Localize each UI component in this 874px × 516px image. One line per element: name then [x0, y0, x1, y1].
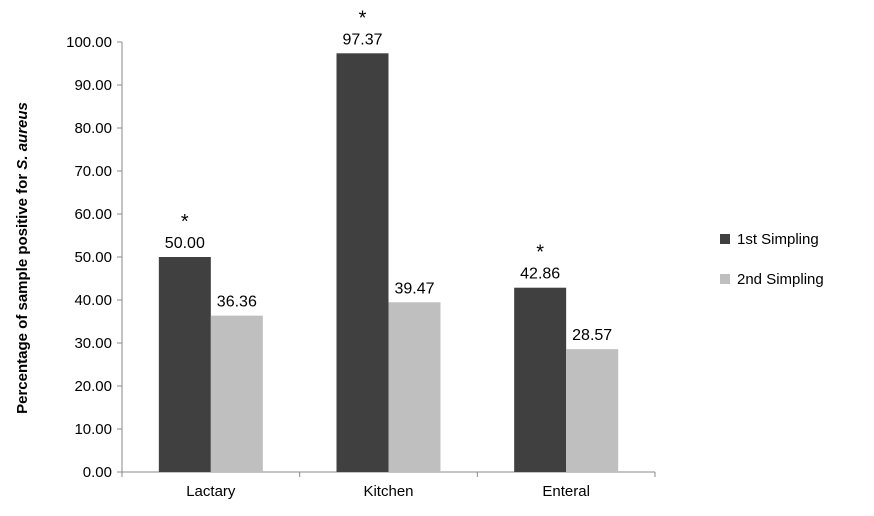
bars — [158, 53, 619, 473]
bar-value-label: 39.47 — [394, 280, 434, 297]
bar — [336, 53, 389, 473]
bar — [158, 257, 211, 472]
y-tick-label: 90.00 — [74, 77, 112, 94]
bar-value-label: 50.00 — [165, 235, 205, 252]
bar — [210, 315, 263, 472]
legend-label: 2nd Simpling — [737, 271, 824, 288]
legend-label: 1st Simpling — [737, 231, 819, 248]
bar-value-label: 42.86 — [520, 266, 560, 283]
y-tick-label: 30.00 — [74, 335, 112, 352]
legend-swatch — [720, 234, 730, 244]
significance-marker: * — [181, 211, 189, 233]
x-category-label: Kitchen — [363, 483, 413, 500]
y-axis-title: Percentage of sample positive for S. aur… — [14, 102, 31, 414]
significance-marker: * — [359, 7, 367, 29]
y-axis-title-species: S. aureus — [14, 102, 31, 170]
y-tick-label: 70.00 — [74, 163, 112, 180]
significance-marker: * — [536, 242, 544, 264]
y-tick-label: 100.00 — [66, 34, 112, 51]
y-axis-title-group: Percentage of sample positive for S. aur… — [14, 102, 31, 414]
bar-value-label: 36.36 — [217, 294, 257, 311]
bar — [514, 287, 567, 472]
legend: 1st Simpling 2nd Simpling — [720, 231, 824, 288]
bar — [388, 302, 441, 472]
axes: 0.00 10.00 20.00 30.00 40.00 50.00 60.00 70.00 8… — [66, 34, 656, 500]
y-tick-label: 10.00 — [74, 421, 112, 438]
y-tick-label: 20.00 — [74, 378, 112, 395]
bar — [566, 349, 619, 472]
bar-value-label: 28.57 — [572, 327, 612, 344]
data-labels: 50.00 * 36.36 97.37 * 39.47 42.86 * 28.57 — [165, 7, 612, 344]
x-category-label: Lactary — [186, 483, 236, 500]
legend-swatch — [720, 274, 730, 284]
x-category-label: Enteral — [542, 483, 590, 500]
y-tick-label: 40.00 — [74, 292, 112, 309]
y-axis-title-text: Percentage of sample positive for — [14, 170, 31, 414]
y-tick-label: 80.00 — [74, 120, 112, 137]
y-tick-label: 0.00 — [83, 464, 112, 481]
bar-value-label: 97.37 — [342, 31, 382, 48]
y-tick-label: 50.00 — [74, 249, 112, 266]
y-tick-label: 60.00 — [74, 206, 112, 223]
